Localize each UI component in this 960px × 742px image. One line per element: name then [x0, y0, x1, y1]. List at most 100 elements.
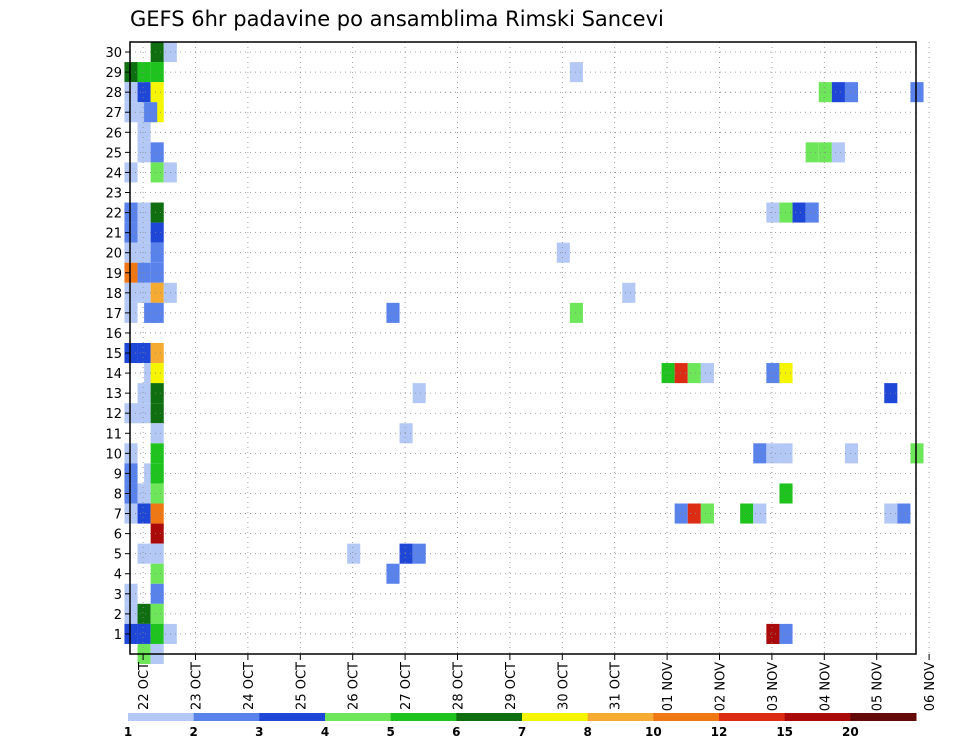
y-tick-label: 13	[105, 387, 122, 402]
heatmap-cell	[805, 202, 819, 223]
y-tick-label: 23	[105, 186, 122, 201]
colorbar-swatch	[784, 713, 851, 721]
colorbar-label: 5	[386, 725, 394, 739]
colorbar-swatch	[456, 713, 523, 721]
heatmap-cell	[150, 262, 164, 283]
heatmap-cell	[910, 443, 924, 464]
heatmap-cell	[897, 503, 911, 524]
y-tick-label: 14	[105, 367, 122, 382]
heatmap-cell	[412, 543, 426, 564]
heatmap-cell	[766, 363, 780, 384]
heatmap-cell	[740, 503, 754, 524]
heatmap-cell	[137, 383, 151, 404]
colorbar-label: 10	[645, 725, 662, 739]
y-tick-label: 7	[114, 508, 122, 523]
heatmap-cell	[150, 463, 164, 484]
heatmap-cell	[150, 403, 164, 424]
y-tick-label: 1	[114, 628, 122, 643]
heatmap-cell	[347, 543, 361, 564]
y-tick-label: 27	[105, 106, 122, 121]
y-tick-label: 19	[105, 267, 122, 282]
heatmap-cell	[150, 363, 164, 384]
heatmap-cell	[844, 82, 859, 103]
heatmap-cell	[805, 142, 819, 163]
heatmap-cell	[150, 342, 164, 364]
x-tick-label: 27 OCT	[399, 662, 414, 710]
heatmap-cell	[150, 483, 164, 504]
heatmap-cell	[150, 603, 164, 624]
heatmap-cell	[753, 503, 767, 524]
colorbar-swatch	[128, 713, 195, 721]
heatmap-cell	[150, 162, 164, 183]
y-tick-label: 2	[114, 608, 122, 623]
heatmap-cell	[661, 363, 675, 384]
heatmap-cell	[844, 443, 859, 464]
heatmap-cell	[137, 543, 151, 564]
heatmap-cell	[150, 242, 164, 263]
y-tick-label: 16	[105, 327, 122, 342]
heatmap-cell	[150, 543, 164, 564]
heatmap-cell	[700, 503, 714, 524]
heatmap-cell	[137, 242, 151, 263]
colorbar-label: 2	[189, 725, 197, 739]
heatmap-cell	[137, 142, 151, 163]
heatmap-cell	[150, 443, 164, 464]
heatmap-cell	[150, 302, 164, 323]
heatmap-cell	[137, 262, 151, 283]
heatmap-cell	[766, 202, 780, 223]
heatmap-cell	[399, 423, 413, 444]
x-tick-label: 23 OCT	[190, 662, 205, 710]
grid-lines	[130, 42, 930, 654]
heatmap-cell	[137, 342, 151, 364]
heatmap-cell	[150, 563, 164, 584]
y-tick-label: 12	[105, 407, 122, 422]
y-tick-label: 29	[105, 66, 122, 81]
colorbar-label: 15	[776, 725, 793, 739]
y-tick-label: 6	[114, 528, 122, 543]
colorbar: 1 2 3 4 5 6 7 8 10 12 15 20	[124, 713, 917, 739]
colorbar-swatch	[259, 713, 326, 721]
x-tick-label: 06 NOV	[923, 662, 938, 711]
y-tick-label: 15	[105, 347, 122, 362]
heatmap-cell	[622, 282, 636, 303]
heatmap-cell	[399, 543, 413, 564]
y-tick-label: 9	[114, 467, 122, 482]
x-tick-label: 26 OCT	[347, 662, 362, 710]
heatmap-cell	[137, 483, 151, 504]
x-tick-label: 01 NOV	[661, 662, 676, 711]
heatmap-cell	[150, 282, 164, 303]
heatmap-cell	[766, 443, 780, 464]
colorbar-label: 20	[842, 725, 859, 739]
colorbar-label: 1	[124, 725, 132, 739]
heatmap-cell	[831, 82, 845, 103]
heatmap-cell	[137, 82, 151, 103]
y-tick-label: 28	[105, 86, 122, 101]
heatmap-cell	[150, 202, 164, 223]
colorbar-label: 8	[583, 725, 591, 739]
heatmap-cell	[137, 603, 151, 624]
heatmap-cell	[569, 302, 583, 323]
heatmap-cell	[792, 202, 806, 223]
heatmap-cell	[150, 82, 164, 103]
heatmap-cell	[766, 623, 780, 644]
heatmap-cells	[124, 42, 924, 665]
x-tick-label: 22 OCT	[137, 662, 152, 710]
y-tick-label: 22	[105, 207, 122, 222]
heatmap-cell	[137, 222, 151, 243]
x-tick-label: 29 OCT	[504, 662, 519, 710]
colorbar-swatch	[719, 713, 786, 721]
x-tick-label: 05 NOV	[871, 662, 886, 711]
colorbar-label: 7	[518, 725, 526, 739]
y-tick-label: 18	[105, 287, 122, 302]
heatmap-cell	[137, 623, 151, 644]
heatmap-cell	[412, 383, 426, 404]
x-tick-label: 03 NOV	[766, 662, 781, 711]
colorbar-swatch	[587, 713, 654, 721]
y-tick-label: 26	[105, 126, 122, 141]
y-tick-label: 20	[105, 247, 122, 262]
y-tick-label: 4	[114, 568, 122, 583]
heatmap-cell	[150, 503, 164, 524]
x-tick-label: 31 OCT	[609, 662, 624, 710]
y-tick-label: 17	[105, 307, 122, 322]
